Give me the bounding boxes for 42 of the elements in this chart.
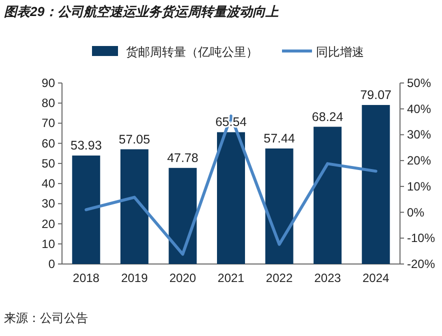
x-tick-label: 2022 [266,271,293,285]
y-tick-label: 0 [48,257,56,271]
y-tick-label: 40 [42,176,56,191]
y-tick-label: 20 [42,216,56,231]
y-tick-label: 60 [42,136,56,150]
data-label: 47.78 [167,150,198,165]
data-label: 79.07 [360,88,392,102]
source-note: 来源：公司公告 [4,311,88,325]
bar [168,168,197,264]
y-tick-label: 70 [42,116,56,130]
x-tick-label: 2020 [169,271,196,285]
data-label: 68.24 [312,110,344,124]
data-label: 57.05 [118,132,150,146]
bar [314,126,342,264]
y2-tick-label: 10% [407,179,432,194]
legend-label: 货邮周转量（亿吨公里） [126,45,258,59]
x-tick-label: 2023 [314,271,342,285]
x-tick-label: 2021 [218,271,245,285]
y2-tick-label: 0% [407,205,425,220]
bar [120,149,148,264]
chart-title: 图表29：公司航空速运业务货运周转量波动向上 [4,4,280,19]
y2-tick-label: -20% [407,257,436,271]
x-tick-label: 2024 [362,271,390,285]
bar [362,104,390,264]
bar [72,156,100,264]
y-tick-label: 30 [42,196,56,211]
data-label: 53.93 [70,138,102,153]
y-tick-label: 10 [42,236,56,251]
y2-tick-label: -10% [407,231,436,246]
legend-label: 同比增速 [316,45,364,59]
data-label: 57.44 [264,131,295,146]
y2-tick-label: 30% [407,128,432,142]
y-tick-label: 50 [42,156,56,170]
bar [216,132,246,264]
x-tick-label: 2018 [72,271,100,285]
x-tick-label: 2019 [121,271,148,285]
y2-tick-label: 20% [407,154,432,168]
bar [265,148,294,264]
y-tick-label: 80 [42,96,56,110]
y2-tick-label: 40% [407,102,432,116]
y2-tick-label: 50% [407,76,432,90]
y-tick-label: 90 [42,76,56,90]
